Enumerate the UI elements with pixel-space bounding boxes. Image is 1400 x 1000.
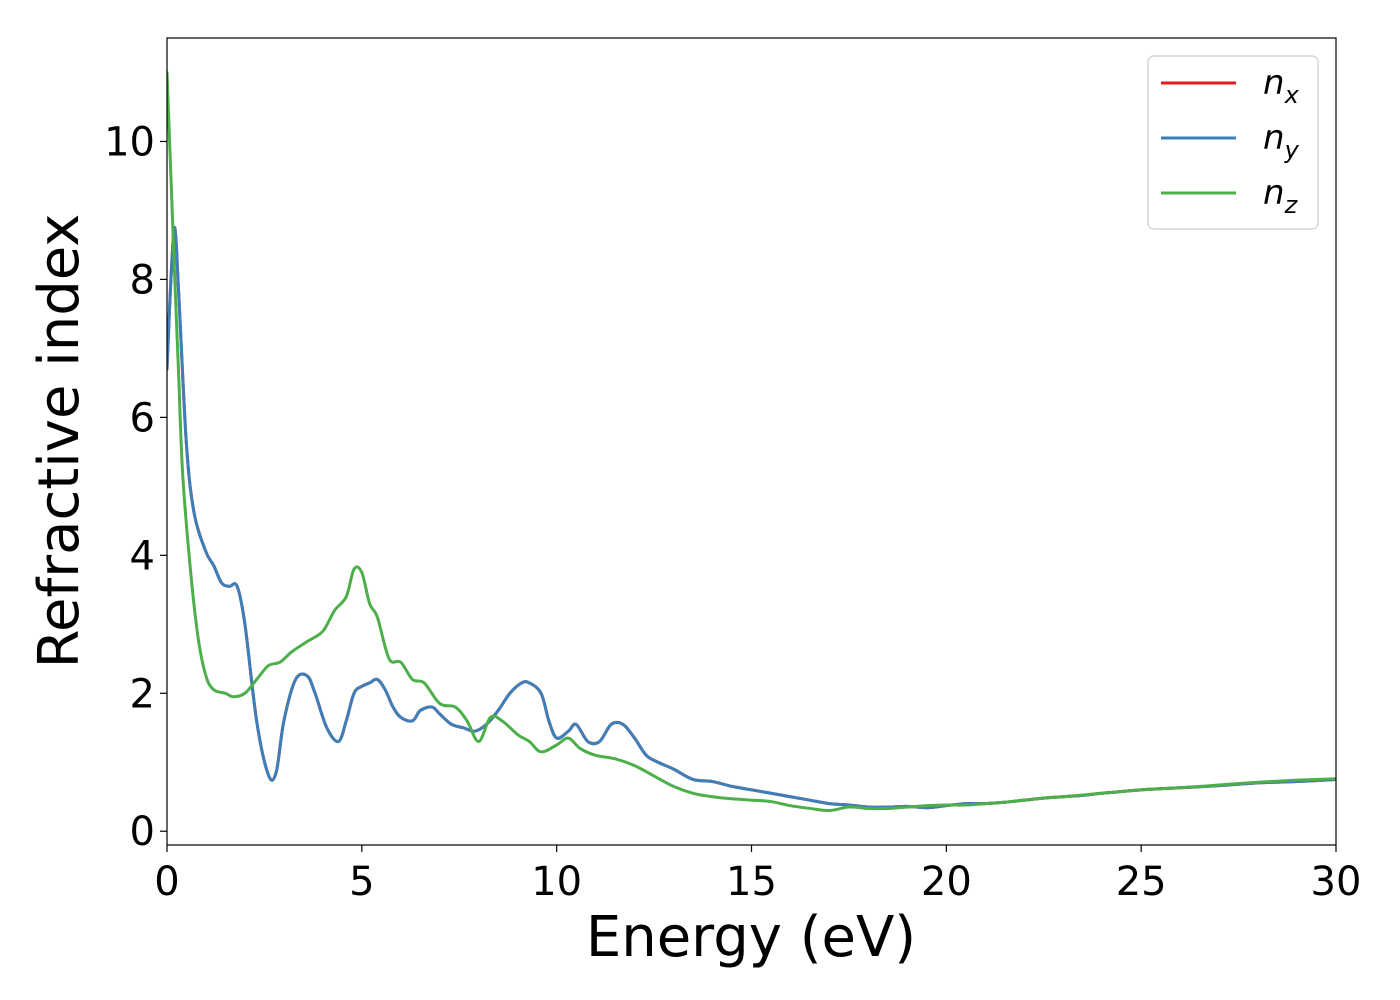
series-layer (167, 70, 1336, 813)
x-tick-label: 30 (1311, 859, 1362, 905)
y-tick-label: 2 (130, 671, 155, 717)
legend-box (1147, 55, 1319, 230)
y-axis-title: Refractive index (27, 214, 92, 669)
x-tick-label: 25 (1116, 859, 1167, 905)
y-tick-label: 10 (104, 119, 155, 165)
x-tick-label: 10 (531, 859, 582, 905)
x-axis-ticks: 0 5 10 15 20 25 30 (154, 845, 1361, 905)
y-tick-label: 8 (130, 257, 155, 303)
series-line-n-z (167, 70, 1336, 813)
y-axis-ticks: 0 2 4 6 8 10 (104, 119, 167, 855)
x-tick-label: 20 (921, 859, 972, 905)
y-tick-label: 0 (130, 809, 155, 855)
x-tick-label: 5 (349, 859, 374, 905)
x-axis-title: Energy (eV) (586, 905, 916, 970)
x-tick-label: 15 (726, 859, 777, 905)
y-tick-label: 4 (130, 533, 155, 579)
x-tick-label: 0 (154, 859, 179, 905)
y-tick-label: 6 (130, 395, 155, 441)
